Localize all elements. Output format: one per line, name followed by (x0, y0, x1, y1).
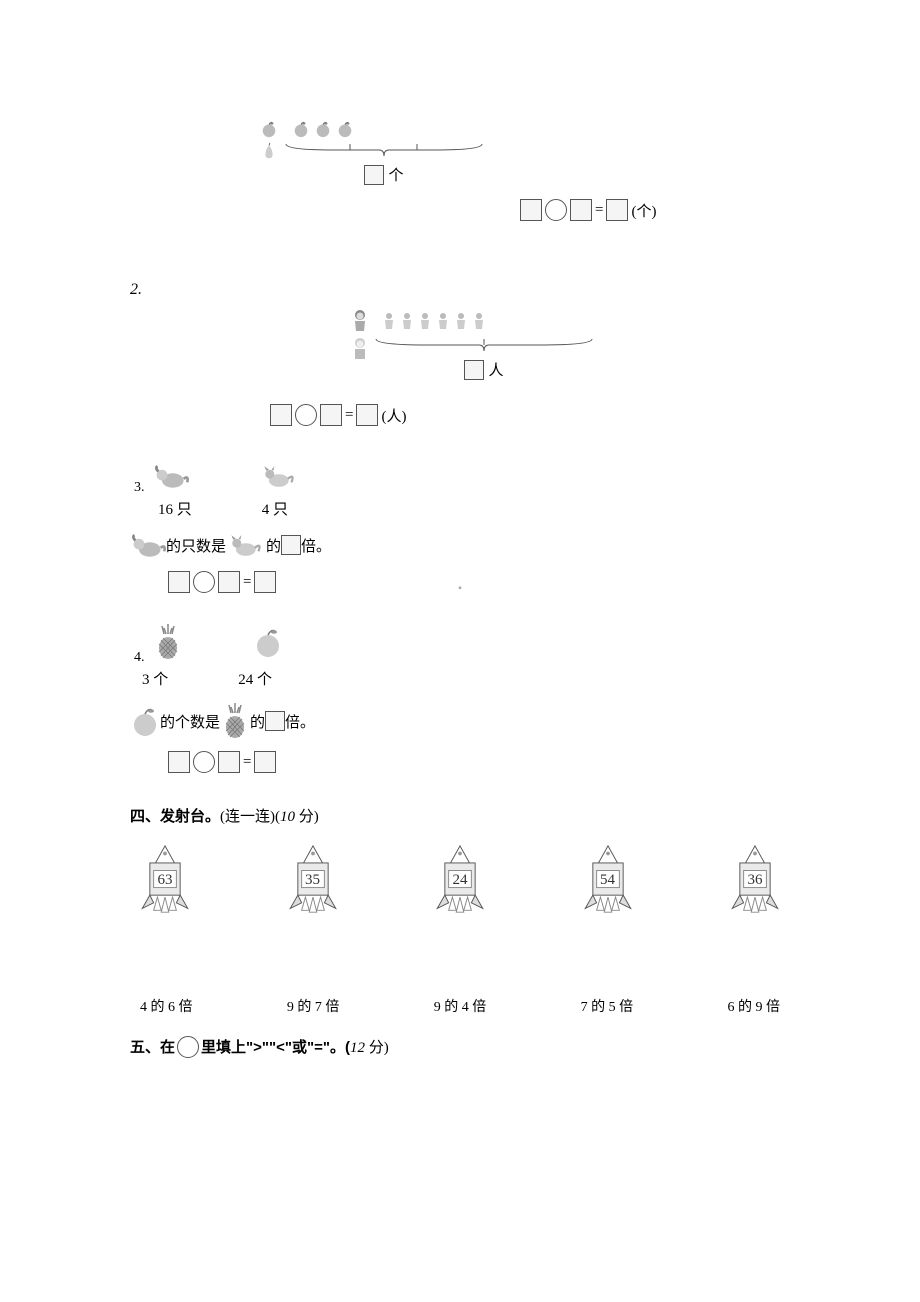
answer-box[interactable] (606, 199, 628, 221)
answer-box[interactable] (520, 199, 542, 221)
rocket-item[interactable]: 35 (278, 844, 348, 916)
q4-equation: = (168, 751, 790, 773)
equals-text: = (243, 574, 251, 591)
brace-icon (284, 142, 484, 160)
doll-icon (436, 312, 450, 330)
answer-box[interactable] (570, 199, 592, 221)
equals-text: = (595, 202, 603, 219)
blank-circle-icon (177, 1036, 199, 1058)
rockets-row: 63 35 24 54 36 (130, 844, 790, 916)
answer-box[interactable] (356, 404, 378, 426)
cat-icon (259, 462, 295, 490)
apple-icon (253, 624, 283, 660)
operator-circle[interactable] (295, 404, 317, 426)
boy-icon (350, 337, 370, 361)
operator-circle[interactable] (545, 199, 567, 221)
answer-box[interactable] (270, 404, 292, 426)
text: 的 (266, 535, 281, 556)
dog-count: 16 只 (158, 498, 192, 519)
answer-box[interactable] (218, 571, 240, 593)
answer-box[interactable] (168, 751, 190, 773)
section5-title: 五、在里填上">""<"或"="。(12 分) (130, 1036, 790, 1060)
doll-icon (382, 312, 396, 330)
equals-text: = (243, 754, 251, 771)
text: 的个数是 (160, 711, 220, 732)
girl-icon (350, 309, 370, 333)
pineapple-icon (153, 624, 183, 660)
doll-icon (400, 312, 414, 330)
apple-icon (336, 120, 354, 138)
unit-suffix: (个) (631, 200, 656, 221)
answer-box[interactable] (464, 360, 484, 380)
doll-icon (472, 312, 486, 330)
q2-number: 2. (130, 281, 142, 298)
answer-box[interactable] (168, 571, 190, 593)
rocket-number: 35 (305, 872, 320, 889)
q3-sentence: 的只数是 的 倍。 (130, 531, 790, 559)
unit-text: 人 (488, 359, 503, 380)
q4-sentence: 的个数是 的 倍。 (130, 703, 790, 739)
answer-box[interactable] (265, 711, 285, 731)
pine-count: 3 个 (142, 668, 168, 689)
text: 倍。 (285, 711, 315, 732)
dog-icon (130, 531, 166, 559)
rocket-item[interactable]: 36 (720, 844, 790, 916)
apple-count: 24 个 (238, 668, 272, 689)
rocket-item[interactable]: 24 (425, 844, 495, 916)
answer-box[interactable] (364, 165, 384, 185)
rocket-number: 63 (158, 872, 173, 889)
text: 的只数是 (166, 535, 226, 556)
pear-icon (260, 142, 278, 160)
doll-icon (418, 312, 432, 330)
q1-count-label: 个 (284, 164, 484, 185)
answer-box[interactable] (218, 751, 240, 773)
match-label[interactable]: 4 的 6 倍 (140, 996, 193, 1016)
rocket-number: 54 (600, 872, 615, 889)
section4-title: 四、发射台。(连一连)(10 分) (130, 805, 790, 826)
answer-box[interactable] (254, 751, 276, 773)
doll-icon (454, 312, 468, 330)
match-label[interactable]: 9 的 7 倍 (287, 996, 340, 1016)
apple-icon (314, 120, 332, 138)
equals-text: = (345, 407, 353, 424)
match-label[interactable]: 9 的 4 倍 (434, 996, 487, 1016)
apple-reference-row (260, 120, 790, 138)
rocket-item[interactable]: 63 (130, 844, 200, 916)
answer-box[interactable] (281, 535, 301, 555)
rocket-number: 24 (453, 872, 468, 889)
answer-box[interactable] (254, 571, 276, 593)
text: 的 (250, 711, 265, 732)
dog-icon (153, 462, 189, 490)
operator-circle[interactable] (193, 751, 215, 773)
pineapple-icon (220, 703, 250, 739)
match-label[interactable]: 6 的 9 倍 (728, 996, 781, 1016)
apple-icon (292, 120, 310, 138)
cat-icon (226, 531, 262, 559)
q1-equation: = (个) (520, 199, 790, 221)
cat-count: 4 只 (262, 498, 288, 519)
q4-number: 4. (134, 650, 145, 666)
operator-circle[interactable] (193, 571, 215, 593)
q1-diagram: 个 (260, 120, 790, 185)
q2-equation: = (人) (270, 404, 790, 426)
brace-icon (374, 337, 594, 355)
text: 倍。 (301, 535, 331, 556)
match-label[interactable]: 7 的 5 倍 (581, 996, 634, 1016)
answer-box[interactable] (320, 404, 342, 426)
match-labels-row: 4 的 6 倍 9 的 7 倍 9 的 4 倍 7 的 5 倍 6 的 9 倍 (130, 996, 790, 1016)
unit-text: 个 (388, 164, 403, 185)
q2-diagram: 人 (350, 309, 790, 380)
apple-icon (130, 703, 160, 739)
apple-icon (260, 120, 278, 138)
rocket-item[interactable]: 54 (573, 844, 643, 916)
unit-suffix: (人) (381, 405, 406, 426)
q2-count-label: 人 (374, 359, 594, 380)
q3-number: 3. (134, 480, 145, 496)
rocket-number: 36 (748, 872, 763, 889)
